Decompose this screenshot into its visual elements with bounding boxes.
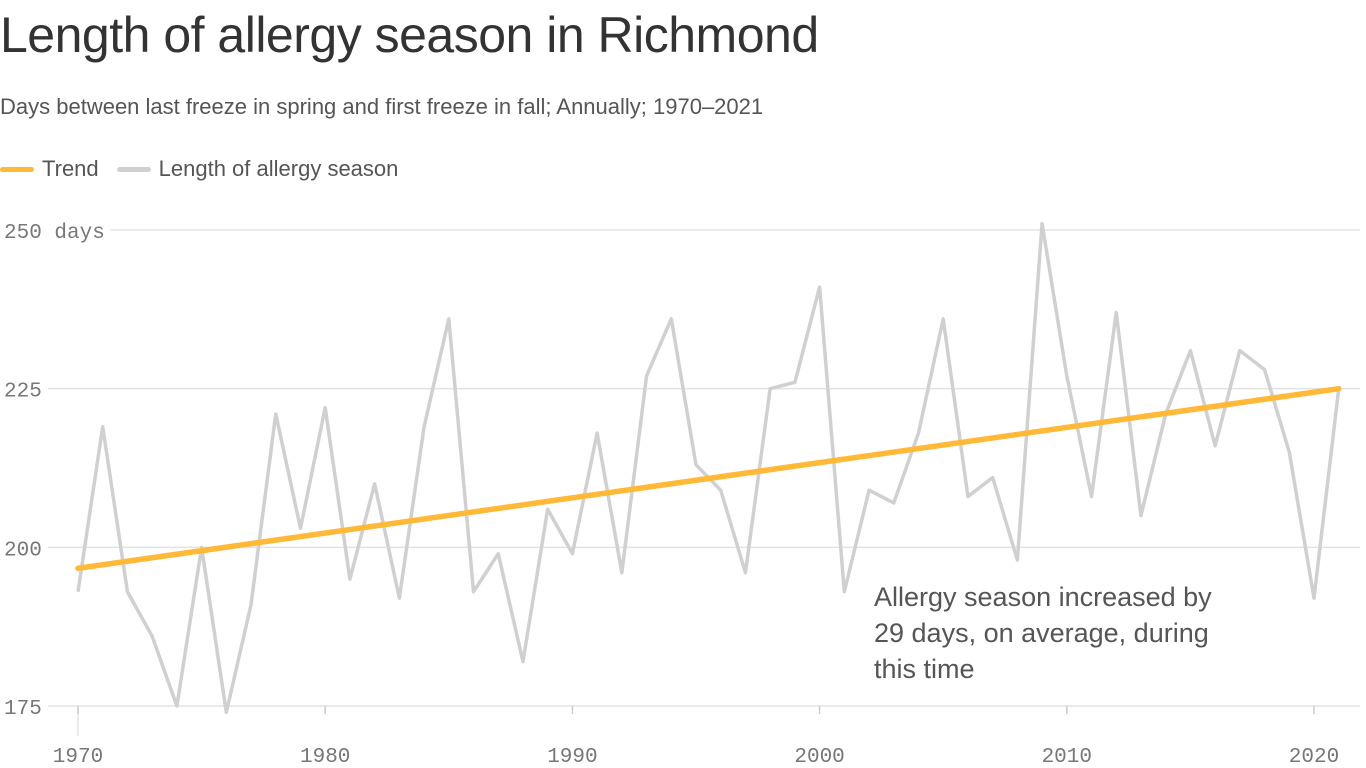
y-tick-label: 200 [4, 539, 42, 562]
x-tick-label: 1970 [53, 746, 103, 768]
x-tick-label: 2000 [794, 746, 844, 768]
annotation-line: this time [874, 654, 975, 684]
trend-line [75, 385, 1342, 572]
legend-swatch-season [116, 166, 151, 172]
legend-item-season: Length of allergy season [116, 156, 399, 182]
y-tick-label: 250 days [4, 222, 105, 245]
x-tick-label: 2020 [1289, 746, 1339, 768]
chart-subtitle: Days between last freeze in spring and f… [0, 94, 764, 119]
x-tick-label: 1980 [300, 746, 350, 768]
y-tick-label: 225 [4, 381, 42, 404]
legend-label: Trend [42, 156, 99, 181]
chart-title: Length of allergy season in Richmond [0, 7, 819, 63]
legend-label: Length of allergy season [158, 156, 399, 181]
annotation-line: Allergy season increased by [874, 582, 1212, 612]
legend: Trend Length of allergy season [0, 156, 416, 182]
x-tick-label: 2010 [1042, 746, 1092, 768]
legend-item-trend: Trend [0, 156, 99, 182]
y-tick-label: 175 [4, 698, 42, 721]
x-tick-label: 1990 [547, 746, 597, 768]
legend-swatch-trend [0, 166, 34, 172]
annotation-line: 29 days, on average, during [874, 618, 1209, 648]
